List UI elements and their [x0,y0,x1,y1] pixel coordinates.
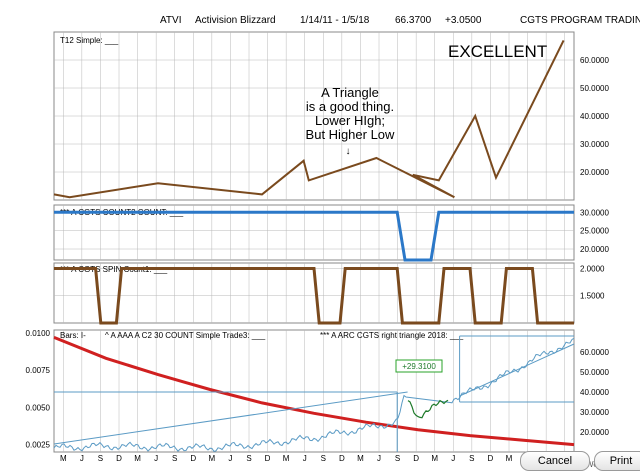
panel-4-title-count: ^ A AAA A C2 30 COUNT Simple Trade3: ___ [105,331,266,340]
right-y-tick-label: 40.0000 [580,388,609,397]
header-source: CGTS PROGRAM TRADING [520,15,640,26]
annotation-line-4: But Higher Low [306,127,395,142]
panel-1-title: T12 Simple: ___ [60,36,119,45]
x-tick-label: M [60,454,67,463]
x-tick-label: J [451,454,455,463]
panel-4-frame [53,329,575,453]
header-change: +3.0500 [445,15,482,26]
triangle-annotation: A Triangle is a good thing. Lower HIgh; … [306,85,395,157]
right-y-tick-label: 50.0000 [580,368,609,377]
panel-4-series [53,335,575,452]
panel-1-series [53,39,565,199]
x-tick-label: M [134,454,141,463]
header-ticker: ATVI [160,15,181,26]
y-tick-label: 25.0000 [580,227,609,236]
chart-header: ATVI Activision Blizzard 1/14/11 - 1/5/1… [160,15,640,26]
y-tick-label: 50.0000 [580,84,609,93]
x-tick-label: S [246,454,251,463]
cancel-button[interactable]: Cancel [520,451,590,471]
annotation-line-2: is a good thing. [306,99,394,114]
x-tick-label: M [431,454,438,463]
panel-2-series [54,210,574,262]
panel-3-series [54,267,574,325]
print-button[interactable]: Print [594,451,640,471]
panel-3-frame [53,262,575,324]
left-y-tick-label: 0.0075 [26,366,51,375]
x-tick-label: J [377,454,381,463]
trend-line [53,391,408,445]
gain-label-box [395,359,443,373]
y-tick-label: 60.0000 [580,56,609,65]
x-tick-label: S [172,454,177,463]
x-tick-label: S [469,454,474,463]
panel-2-frame [53,204,575,261]
annotation-arrow: ↓ [346,146,351,157]
x-tick-label: S [321,454,326,463]
x-tick-label: J [228,454,232,463]
annotation-line-3: Lower HIgh; [315,113,385,128]
count2-line [54,210,574,262]
x-tick-label: D [339,454,345,463]
vertical-gridlines [54,32,574,452]
panel-3-title: *** A CGTS SPIN Count1: ___ [60,265,168,274]
price-series [53,337,575,452]
decay-curve [53,336,575,447]
annotation-line-1: A Triangle [321,85,379,100]
panel-4-title-bars: Bars: I- [60,331,86,340]
header-date-range: 1/14/11 - 1/5/18 [300,15,370,26]
x-tick-label: D [488,454,494,463]
y-tick-label: 20.0000 [580,245,609,254]
gain-label: +29.3100 [395,359,443,373]
x-tick-label: J [154,454,158,463]
left-y-tick-label: 0.0100 [26,329,51,338]
y-tick-label: 20.0000 [580,168,609,177]
panel-4-title-triangle: *** A ARC CGTS right triangle 2018: ___ [320,331,464,340]
x-tick-label: S [98,454,103,463]
x-tick-label: J [80,454,84,463]
right-y-tick-label: 30.0000 [580,408,609,417]
x-tick-label: D [190,454,196,463]
gain-label-text: +29.3100 [402,362,436,371]
axis-ticks: MJSDMJSDMJSDMJSDMJSDMJSDMJSD20.000030.00… [26,56,610,463]
x-tick-label: M [506,454,513,463]
spin-line [54,267,574,325]
x-tick-label: D [265,454,271,463]
y-tick-label: 30.0000 [580,208,609,217]
t12-price-line [53,39,565,199]
header-company: Activision Blizzard [195,15,276,26]
y-tick-label: 40.0000 [580,112,609,121]
x-tick-label: M [209,454,216,463]
y-tick-label: 1.5000 [580,292,605,301]
price-series-highlight [407,399,449,419]
x-tick-label: M [283,454,290,463]
y-tick-label: 30.0000 [580,140,609,149]
x-tick-label: D [116,454,122,463]
y-tick-label: 2.0000 [580,264,605,273]
left-y-tick-label: 0.0025 [26,441,51,450]
header-price: 66.3700 [395,15,432,26]
triangle-line [459,343,575,397]
x-tick-label: D [413,454,419,463]
x-tick-label: S [395,454,400,463]
right-y-tick-label: 60.0000 [580,348,609,357]
x-tick-label: J [303,454,307,463]
excellent-label: EXCELLENT [448,42,547,61]
right-y-tick-label: 20.0000 [580,428,609,437]
x-tick-label: M [357,454,364,463]
left-y-tick-label: 0.0050 [26,403,51,412]
